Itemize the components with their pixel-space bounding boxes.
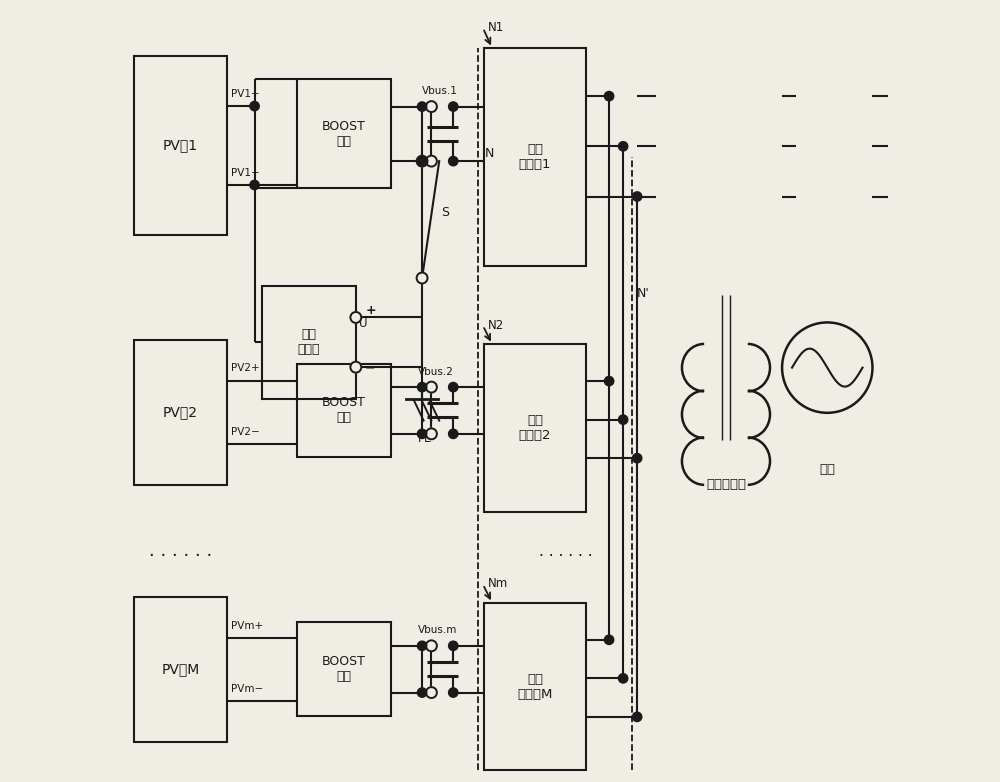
Text: Vbus.2: Vbus.2 xyxy=(418,367,454,377)
Circle shape xyxy=(604,635,614,644)
Text: Vbus.1: Vbus.1 xyxy=(422,86,458,96)
Text: N: N xyxy=(484,147,494,160)
Circle shape xyxy=(449,102,458,111)
Circle shape xyxy=(618,415,628,425)
Text: 隔离变压器: 隔离变压器 xyxy=(706,479,746,491)
Text: BOOST
电路: BOOST 电路 xyxy=(322,655,366,683)
Circle shape xyxy=(604,376,614,386)
Circle shape xyxy=(618,673,628,683)
Circle shape xyxy=(417,156,427,166)
Text: PV1−: PV1− xyxy=(231,167,260,178)
Circle shape xyxy=(449,688,458,698)
Circle shape xyxy=(449,382,458,392)
Text: 光伏
逆变器1: 光伏 逆变器1 xyxy=(519,143,551,171)
Circle shape xyxy=(618,142,628,151)
Circle shape xyxy=(449,641,458,651)
Text: Vbus.m: Vbus.m xyxy=(418,626,458,635)
Circle shape xyxy=(426,156,437,167)
Circle shape xyxy=(417,273,428,283)
Circle shape xyxy=(250,181,259,190)
Circle shape xyxy=(426,687,437,698)
Circle shape xyxy=(350,312,361,323)
Circle shape xyxy=(426,429,437,439)
Circle shape xyxy=(426,382,437,393)
Circle shape xyxy=(250,102,259,111)
Text: 光伏
逆变器2: 光伏 逆变器2 xyxy=(519,414,551,442)
Text: S: S xyxy=(442,206,450,219)
Text: Nm: Nm xyxy=(488,577,509,590)
Text: · · · · · ·: · · · · · · xyxy=(149,547,213,565)
Circle shape xyxy=(449,429,458,439)
Text: −: − xyxy=(365,362,376,375)
Circle shape xyxy=(417,641,427,651)
Circle shape xyxy=(417,688,427,698)
Text: N': N' xyxy=(637,288,650,300)
Text: N1: N1 xyxy=(488,21,505,34)
Text: PV源2: PV源2 xyxy=(163,405,198,419)
Text: PV1+: PV1+ xyxy=(231,89,260,99)
Circle shape xyxy=(417,156,428,167)
Text: PV源M: PV源M xyxy=(161,662,200,676)
Circle shape xyxy=(604,91,614,101)
Text: +: + xyxy=(365,304,376,317)
Circle shape xyxy=(632,712,642,722)
Text: PVm+: PVm+ xyxy=(231,620,263,630)
Circle shape xyxy=(417,382,427,392)
Circle shape xyxy=(417,102,427,111)
Text: · · · · · ·: · · · · · · xyxy=(539,549,593,564)
Circle shape xyxy=(417,429,427,439)
Circle shape xyxy=(632,192,642,201)
Circle shape xyxy=(449,156,458,166)
Text: BOOST
电路: BOOST 电路 xyxy=(322,120,366,148)
Text: PVm−: PVm− xyxy=(231,684,263,694)
Text: BOOST
电路: BOOST 电路 xyxy=(322,396,366,425)
Text: U: U xyxy=(359,317,367,330)
Text: PV2−: PV2− xyxy=(231,427,260,437)
Circle shape xyxy=(350,362,361,372)
Text: 隔离
电压源: 隔离 电压源 xyxy=(298,328,320,357)
Text: 光伏
逆变器M: 光伏 逆变器M xyxy=(517,673,553,701)
Circle shape xyxy=(632,454,642,463)
Circle shape xyxy=(426,640,437,651)
Text: PV源1: PV源1 xyxy=(163,138,198,152)
Circle shape xyxy=(426,101,437,112)
Text: PE: PE xyxy=(418,432,433,445)
Text: N2: N2 xyxy=(488,318,505,332)
Text: PV2+: PV2+ xyxy=(231,364,260,373)
Text: 电网: 电网 xyxy=(819,463,835,475)
